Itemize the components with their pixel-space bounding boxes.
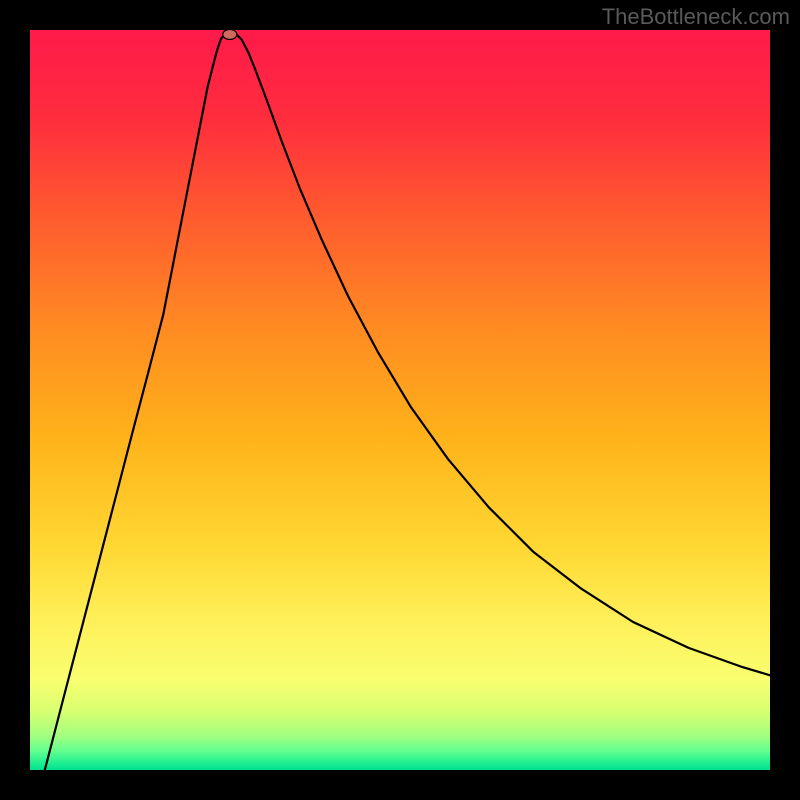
chart-plot-area bbox=[30, 30, 770, 770]
optimum-marker bbox=[223, 29, 237, 39]
watermark-text: TheBottleneck.com bbox=[602, 4, 790, 30]
bottleneck-curve bbox=[45, 32, 770, 770]
chart-curve-layer bbox=[30, 30, 770, 770]
